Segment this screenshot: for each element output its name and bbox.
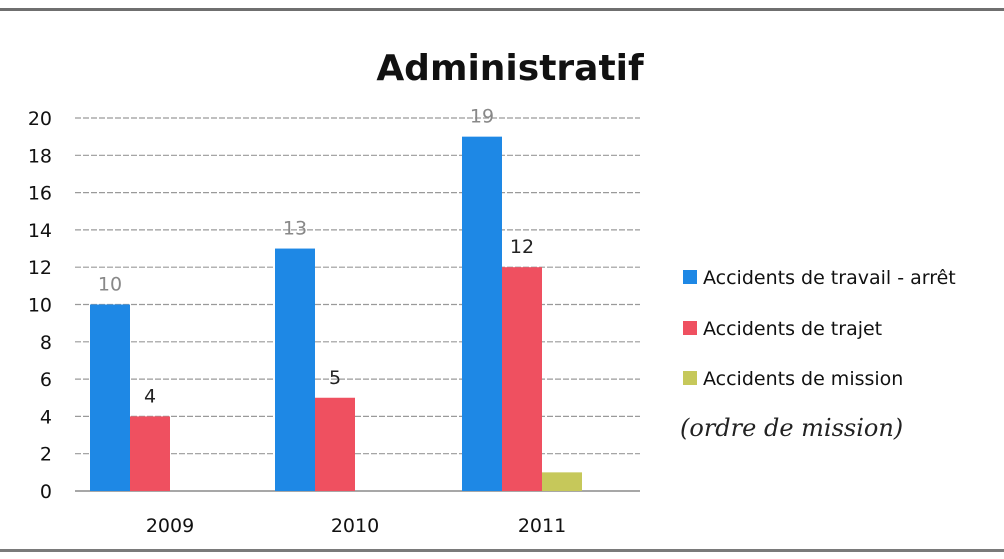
data-label-s0-c0: 10 xyxy=(98,274,122,296)
bar-s1-c1 xyxy=(315,397,355,491)
legend: Accidents de travail - arrêt Accidents de… xyxy=(683,267,956,390)
data-label-s1-c1: 5 xyxy=(329,367,341,389)
bar-s0-c1 xyxy=(275,248,315,491)
data-labels: 10 13 19 4 5 12 xyxy=(98,106,534,408)
data-label-s1-c2: 12 xyxy=(510,236,534,258)
legend-label-2: Accidents de mission xyxy=(703,368,903,390)
bar-s0-c2 xyxy=(462,136,502,491)
y-tick-label-8: 16 xyxy=(28,183,52,205)
bar-s1-c2 xyxy=(502,267,542,491)
legend-swatch-0 xyxy=(683,270,697,284)
x-tick-label-1: 2010 xyxy=(331,515,379,537)
bar-s0-c0 xyxy=(90,304,130,491)
legend-swatch-2 xyxy=(683,371,697,385)
y-tick-label-0: 0 xyxy=(40,481,52,503)
y-tick-label-3: 6 xyxy=(40,369,52,391)
bars xyxy=(90,136,582,491)
y-tick-label-4: 8 xyxy=(40,332,52,354)
x-tick-label-0: 2009 xyxy=(146,515,194,537)
data-label-s0-c2: 19 xyxy=(470,106,494,128)
x-tick-label-2: 2011 xyxy=(518,515,566,537)
gridlines xyxy=(75,117,640,492)
y-tick-label-2: 4 xyxy=(40,406,52,428)
handwritten-annotation: (ordre de mission) xyxy=(680,414,903,442)
chart-title: Administratif xyxy=(376,48,644,89)
y-tick-label-1: 2 xyxy=(40,444,52,466)
y-tick-label-10: 20 xyxy=(28,108,52,130)
y-tick-label-6: 12 xyxy=(28,257,52,279)
y-tick-label-7: 14 xyxy=(28,220,52,242)
y-axis: 0 2 4 6 8 10 12 14 16 18 20 xyxy=(28,108,52,503)
frame-top-border xyxy=(0,8,1004,11)
legend-swatch-1 xyxy=(683,321,697,335)
legend-label-0: Accidents de travail - arrêt xyxy=(703,267,956,289)
legend-label-1: Accidents de trajet xyxy=(703,318,882,340)
frame-bottom-border xyxy=(0,549,1004,552)
y-tick-label-5: 10 xyxy=(28,295,52,317)
data-label-s1-c0: 4 xyxy=(144,385,156,407)
bar-s2-c2 xyxy=(542,472,582,491)
y-tick-label-9: 18 xyxy=(28,145,52,167)
x-axis: 2009 2010 2011 xyxy=(146,515,566,537)
bar-s1-c0 xyxy=(130,416,170,491)
data-label-s0-c1: 13 xyxy=(283,218,307,240)
